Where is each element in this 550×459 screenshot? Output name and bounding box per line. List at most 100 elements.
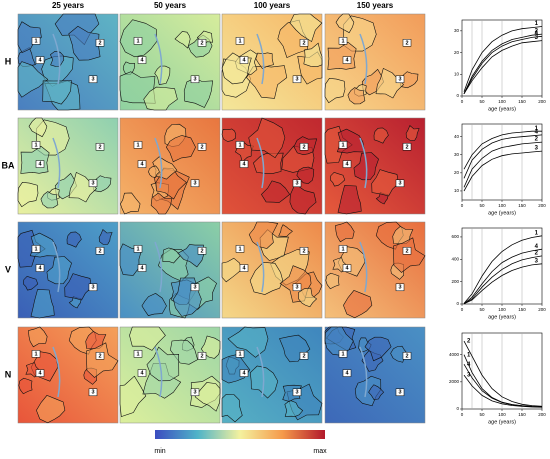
map-contour bbox=[68, 25, 101, 61]
map-contour bbox=[183, 77, 214, 108]
series-line bbox=[463, 374, 543, 408]
map-marker-box bbox=[395, 388, 405, 397]
map-marker-label: 1 bbox=[341, 38, 344, 44]
map-contour bbox=[196, 30, 213, 45]
map-river bbox=[154, 137, 163, 189]
map-marker-label: 2 bbox=[405, 248, 408, 254]
map-river bbox=[256, 241, 265, 293]
map-marker-label: 1 bbox=[34, 246, 37, 252]
map-river bbox=[359, 33, 368, 85]
map-marker-label: 1 bbox=[136, 351, 139, 357]
map-marker-label: 1 bbox=[238, 38, 241, 44]
map-contour bbox=[162, 247, 181, 264]
map-contour bbox=[177, 244, 205, 268]
map-marker-label: 3 bbox=[295, 77, 298, 83]
map-marker-box bbox=[239, 56, 249, 64]
map-marker-box bbox=[338, 350, 348, 358]
map-marker-label: 3 bbox=[295, 285, 298, 291]
map-panel: 1 2 3 4 bbox=[324, 326, 426, 424]
row-label: V bbox=[5, 264, 11, 274]
x-tick-label: 200 bbox=[538, 203, 546, 208]
colorbar-min: min bbox=[154, 448, 165, 455]
series-label: 4 bbox=[535, 244, 539, 250]
series-label: 1 bbox=[535, 21, 539, 27]
x-tick-label: 150 bbox=[518, 412, 526, 417]
map-river bbox=[154, 346, 163, 398]
x-tick-label: 100 bbox=[498, 412, 506, 417]
map-marker-box bbox=[137, 369, 147, 377]
y-tick-label: 20 bbox=[454, 170, 460, 175]
x-tick-label: 100 bbox=[498, 203, 506, 208]
map-marker-box bbox=[35, 369, 45, 377]
map-contour bbox=[284, 400, 304, 417]
map-marker-label: 4 bbox=[345, 371, 349, 377]
map-panel: 1 2 3 4 bbox=[221, 326, 323, 424]
map-contour bbox=[373, 127, 389, 144]
y-tick-label: 0 bbox=[456, 93, 459, 98]
map-contour bbox=[18, 377, 33, 395]
map-marker-box bbox=[95, 143, 105, 151]
map-contour bbox=[261, 180, 291, 203]
map-contour bbox=[28, 117, 48, 138]
map-river bbox=[52, 33, 61, 85]
y-tick-label: 400 bbox=[451, 256, 459, 261]
series-label: 4 bbox=[467, 362, 471, 368]
row-label: N bbox=[5, 369, 12, 379]
x-tick-label: 150 bbox=[518, 307, 526, 312]
series-line bbox=[463, 35, 543, 94]
map-marker-label: 2 bbox=[98, 40, 101, 46]
y-tick-label: 0 bbox=[456, 301, 459, 306]
map-contour bbox=[246, 65, 288, 99]
series-line bbox=[463, 340, 543, 407]
map-contour bbox=[64, 273, 92, 301]
map-marker-box bbox=[402, 352, 412, 360]
x-tick-label: 100 bbox=[498, 307, 506, 312]
map-marker-box bbox=[190, 283, 200, 292]
series-label: 3 bbox=[535, 146, 539, 152]
map-contour bbox=[393, 237, 426, 273]
x-tick-label: 50 bbox=[479, 307, 485, 312]
x-tick-label: 0 bbox=[461, 307, 464, 312]
map-contour bbox=[68, 171, 97, 203]
map-marker-box bbox=[197, 143, 207, 151]
series-label: 3 bbox=[535, 35, 539, 41]
colorbar-max: max bbox=[313, 448, 327, 455]
map-marker-box bbox=[338, 245, 348, 253]
map-marker-box bbox=[299, 352, 309, 360]
map-marker-label: 1 bbox=[341, 351, 344, 357]
map-marker-box bbox=[95, 247, 105, 255]
map-marker-label: 3 bbox=[398, 181, 401, 187]
map-contour bbox=[289, 13, 323, 43]
map-river bbox=[256, 137, 265, 189]
map-marker-label: 4 bbox=[140, 162, 144, 168]
series-line bbox=[463, 263, 543, 305]
map-marker-box bbox=[235, 350, 245, 358]
map-contour bbox=[221, 394, 243, 423]
map-contour bbox=[66, 231, 82, 248]
map-contour bbox=[50, 50, 65, 67]
x-tick-label: 50 bbox=[479, 99, 485, 104]
series-line bbox=[463, 134, 543, 179]
map-panel: 1 2 3 4 bbox=[324, 13, 426, 111]
map-panel: 1 2 3 4 bbox=[119, 117, 221, 215]
map-contour bbox=[98, 229, 113, 245]
map-marker-box bbox=[88, 388, 98, 397]
map-marker-label: 2 bbox=[98, 353, 101, 359]
map-marker-box bbox=[292, 75, 302, 84]
map-marker-label: 4 bbox=[38, 266, 42, 272]
map-marker-label: 4 bbox=[140, 58, 144, 64]
map-marker-box bbox=[342, 264, 352, 272]
map-contour bbox=[335, 221, 355, 243]
map-contour bbox=[22, 275, 39, 291]
x-tick-label: 0 bbox=[461, 203, 464, 208]
x-tick-label: 200 bbox=[538, 99, 546, 104]
map-marker-label: 4 bbox=[242, 162, 246, 168]
series-line bbox=[463, 248, 543, 305]
map-marker-label: 2 bbox=[405, 353, 408, 359]
map-marker-label: 3 bbox=[91, 77, 94, 83]
map-panel: 1 2 3 4 bbox=[119, 221, 221, 319]
map-marker-label: 4 bbox=[242, 371, 246, 377]
map-panel: 1 2 3 4 bbox=[17, 13, 119, 111]
series-line bbox=[463, 363, 543, 408]
